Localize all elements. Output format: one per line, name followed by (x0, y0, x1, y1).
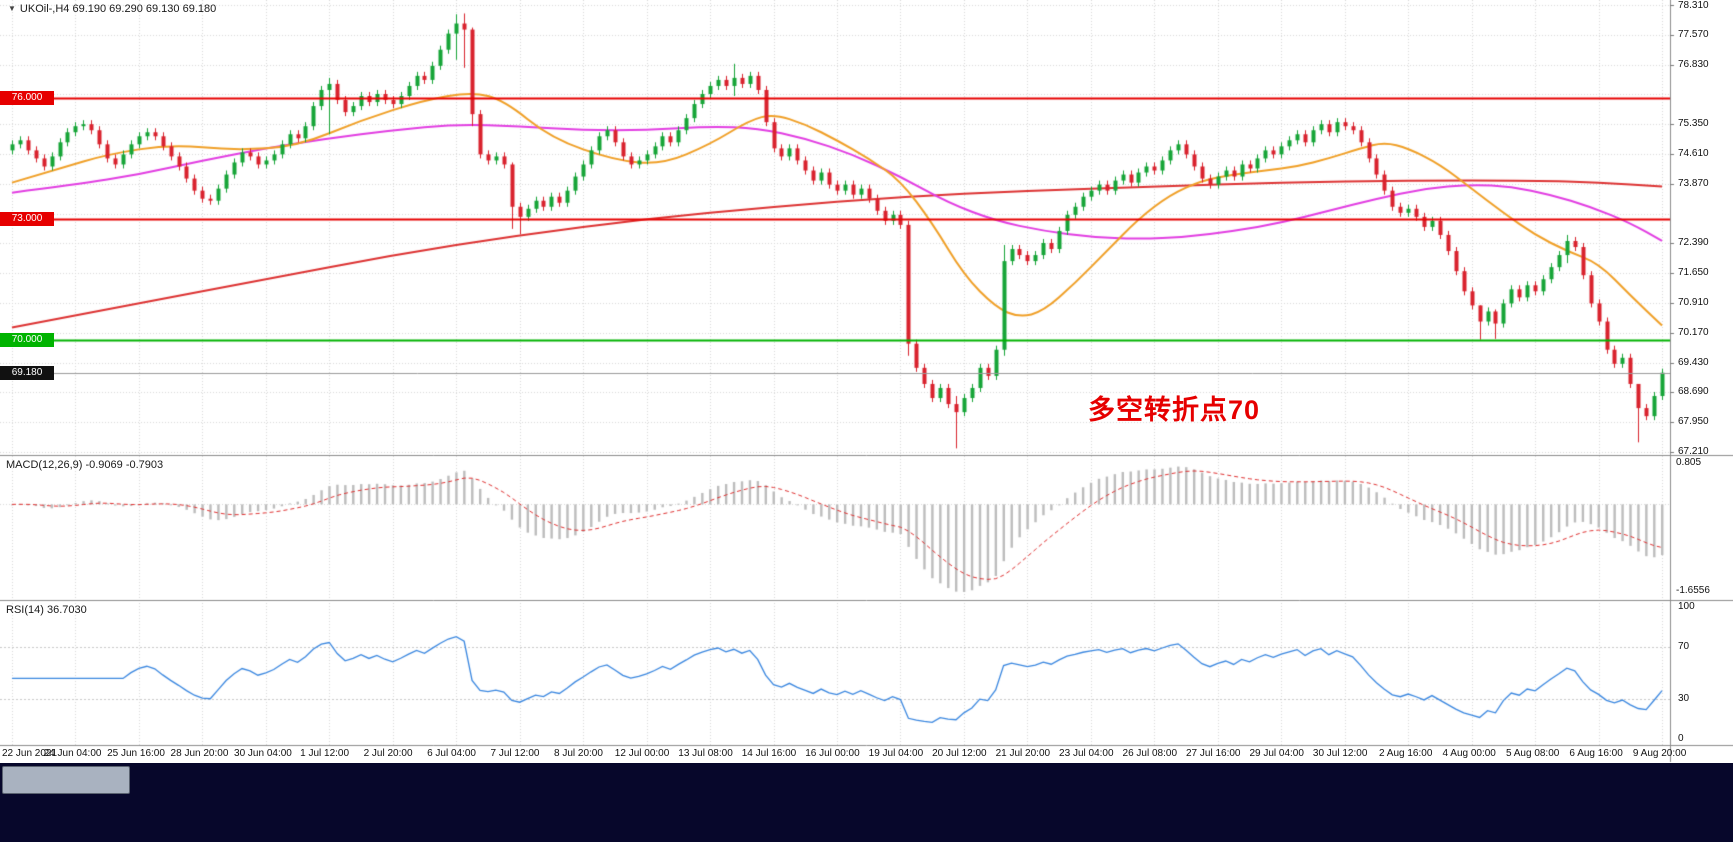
price-axis-label: 76.830 (1678, 58, 1709, 70)
date-label: 21 Jul 20:00 (995, 748, 1051, 759)
date-label: 24 Jun 04:00 (43, 748, 102, 759)
date-label: 30 Jun 04:00 (234, 748, 292, 759)
date-label: 7 Jul 12:00 (490, 748, 540, 759)
rsi-axis-label: 70 (1678, 640, 1690, 652)
date-label: 13 Jul 08:00 (678, 748, 733, 759)
date-label: 2 Jul 20:00 (363, 748, 413, 759)
date-label: 19 Jul 04:00 (868, 748, 924, 759)
price-axis-label: 70.910 (1678, 297, 1709, 308)
date-label: 23 Jul 04:00 (1059, 748, 1114, 759)
date-label: 30 Jul 12:00 (1312, 748, 1368, 759)
rsi-axis-label: 100 (1678, 601, 1695, 612)
price-axis-label: 78.310 (1678, 0, 1709, 11)
price-level-badge: 70.000 (0, 332, 54, 347)
date-label: 28 Jun 20:00 (170, 748, 229, 759)
date-label: 12 Jul 00:00 (614, 748, 670, 759)
dropdown-arrow-icon[interactable]: ▼ (8, 4, 16, 13)
annotation-text: 多空转折点70 (1088, 395, 1261, 425)
date-label: 27 Jul 16:00 (1185, 748, 1241, 759)
price-level-badge: 76.000 (0, 91, 54, 106)
rsi-axis-label: 0 (1678, 733, 1684, 744)
macd-axis-bottom-label: -1.6556 (1676, 585, 1710, 596)
date-label: 22 Jun 2021 (2, 748, 58, 759)
date-label: 29 Jul 04:00 (1249, 748, 1304, 759)
date-label: 20 Jul 12:00 (932, 748, 987, 759)
price-axis-label: 74.610 (1678, 148, 1709, 159)
date-label: 2 Aug 16:00 (1379, 748, 1433, 759)
rsi-label: RSI(14) 36.7030 (6, 604, 87, 616)
price-axis-label: 69.430 (1678, 356, 1709, 368)
date-label: 26 Jul 08:00 (1122, 748, 1178, 759)
price-axis-label: 73.870 (1678, 177, 1709, 189)
date-label: 25 Jun 16:00 (107, 748, 165, 759)
macd-label: MACD(12,26,9) -0.9069 -0.7903 (6, 459, 164, 471)
symbol-ohlc-text: UKOil-,H4 69.190 69.290 69.130 69.180 (19, 3, 217, 15)
date-label: 16 Jul 00:00 (805, 748, 860, 759)
price-axis-label: 67.950 (1678, 416, 1709, 428)
price-axis-label: 70.170 (1678, 326, 1709, 338)
price-level-badge: 73.000 (0, 211, 54, 226)
symbol-info: ▼ UKOil-,H4 69.190 69.290 69.130 69.180 (8, 3, 216, 15)
date-label: 5 Aug 08:00 (1505, 748, 1560, 759)
taskbar (0, 763, 1733, 842)
date-label: 14 Jul 16:00 (741, 748, 797, 759)
price-axis-label: 71.650 (1678, 267, 1709, 279)
date-label: 4 Aug 00:00 (1442, 748, 1496, 759)
price-axis-label: 75.350 (1678, 118, 1709, 130)
price-axis-label: 72.390 (1678, 237, 1709, 249)
macd-axis-top-label: 0.805 (1676, 457, 1702, 468)
taskbar-button[interactable] (2, 766, 130, 794)
rsi-axis-label: 30 (1678, 693, 1690, 705)
price-axis-label: 77.570 (1678, 28, 1709, 40)
date-label: 6 Aug 16:00 (1569, 748, 1623, 759)
date-label: 1 Jul 12:00 (300, 748, 350, 759)
date-label: 8 Jul 20:00 (553, 748, 603, 759)
date-label: 9 Aug 20:00 (1632, 748, 1687, 759)
date-label: 6 Jul 04:00 (427, 748, 476, 759)
bid-price-badge: 69.180 (0, 365, 54, 380)
price-axis-label: 67.210 (1678, 446, 1709, 457)
price-axis-label: 68.690 (1678, 386, 1709, 398)
